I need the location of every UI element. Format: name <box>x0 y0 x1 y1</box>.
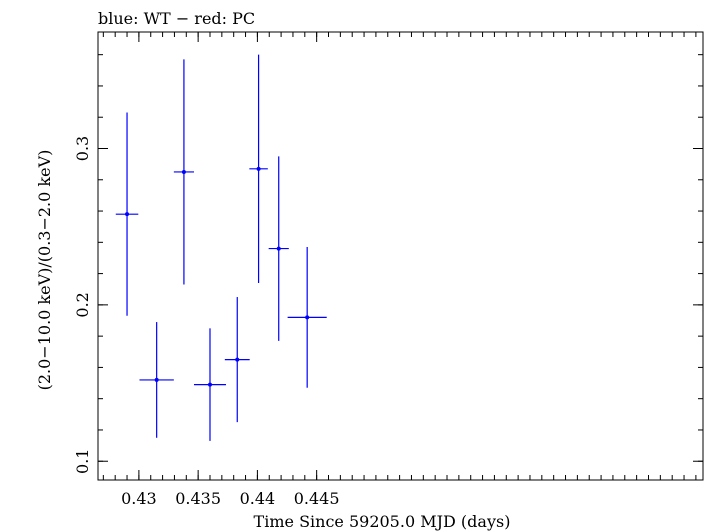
data-point <box>287 247 327 388</box>
y-tick-label: 0.3 <box>73 136 92 161</box>
data-marker <box>235 357 240 362</box>
data-point <box>193 328 226 441</box>
y-tick-label: 0.1 <box>73 449 92 474</box>
data-marker <box>305 315 310 320</box>
x-tick-label: 0.435 <box>175 489 221 508</box>
data-marker <box>207 382 212 387</box>
x-axis-label: Time Since 59205.0 MJD (days) <box>254 512 511 531</box>
chart-title: blue: WT − red: PC <box>98 9 255 28</box>
plot-frame <box>97 31 704 481</box>
data-point <box>224 297 250 423</box>
data-marker <box>154 377 159 382</box>
data-point <box>115 112 139 316</box>
x-tick-label: 0.43 <box>121 489 157 508</box>
y-tick-labels: 0.1 0.2 0.3 <box>73 136 92 474</box>
y-axis-label: (2.0−10.0 keV)/(0.3−2.0 keV) <box>35 150 54 391</box>
data-point <box>268 156 289 341</box>
data-point <box>249 54 268 283</box>
data-marker <box>276 246 281 251</box>
data-point <box>139 322 174 438</box>
x-tick-labels: 0.43 0.435 0.44 0.445 <box>121 489 339 508</box>
data-points <box>115 54 327 441</box>
axis-ticks <box>98 32 703 480</box>
data-point <box>173 59 194 285</box>
data-marker <box>256 166 261 171</box>
x-tick-label: 0.44 <box>240 489 276 508</box>
data-marker <box>125 212 130 217</box>
data-marker <box>181 169 186 174</box>
x-tick-label: 0.445 <box>294 489 340 508</box>
y-tick-label: 0.2 <box>73 292 92 317</box>
